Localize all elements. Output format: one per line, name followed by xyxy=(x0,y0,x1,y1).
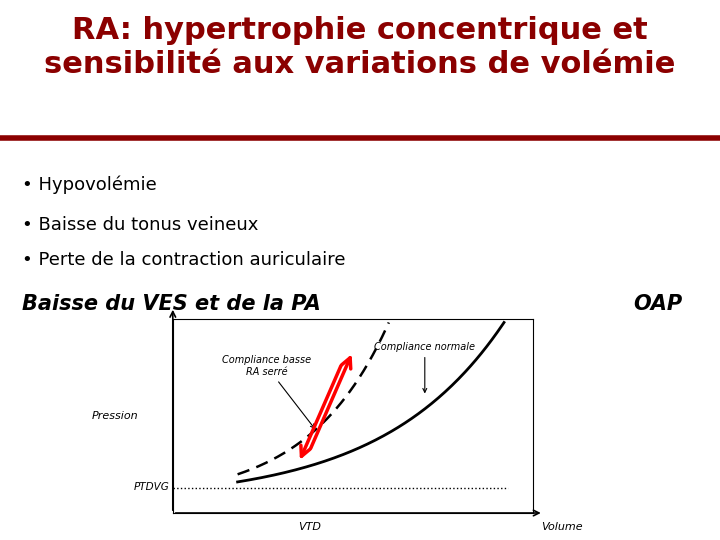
Text: OAP: OAP xyxy=(634,294,683,314)
Text: Pression: Pression xyxy=(92,411,138,421)
Text: PTDVG: PTDVG xyxy=(133,482,169,492)
Text: • Perte de la contraction auriculaire: • Perte de la contraction auriculaire xyxy=(22,251,345,269)
Text: VTD: VTD xyxy=(298,522,321,531)
Text: Volume: Volume xyxy=(541,522,582,531)
Text: • Hypovolémie: • Hypovolémie xyxy=(22,176,156,194)
Text: RA: hypertrophie concentrique et
sensibilité aux variations de volémie: RA: hypertrophie concentrique et sensibi… xyxy=(45,16,675,79)
Text: Baisse du VES et de la PA: Baisse du VES et de la PA xyxy=(22,294,320,314)
Text: • Baisse du tonus veineux: • Baisse du tonus veineux xyxy=(22,216,258,234)
Text: Compliance basse
RA serré: Compliance basse RA serré xyxy=(222,355,315,428)
Text: Compliance normale: Compliance normale xyxy=(374,342,475,393)
